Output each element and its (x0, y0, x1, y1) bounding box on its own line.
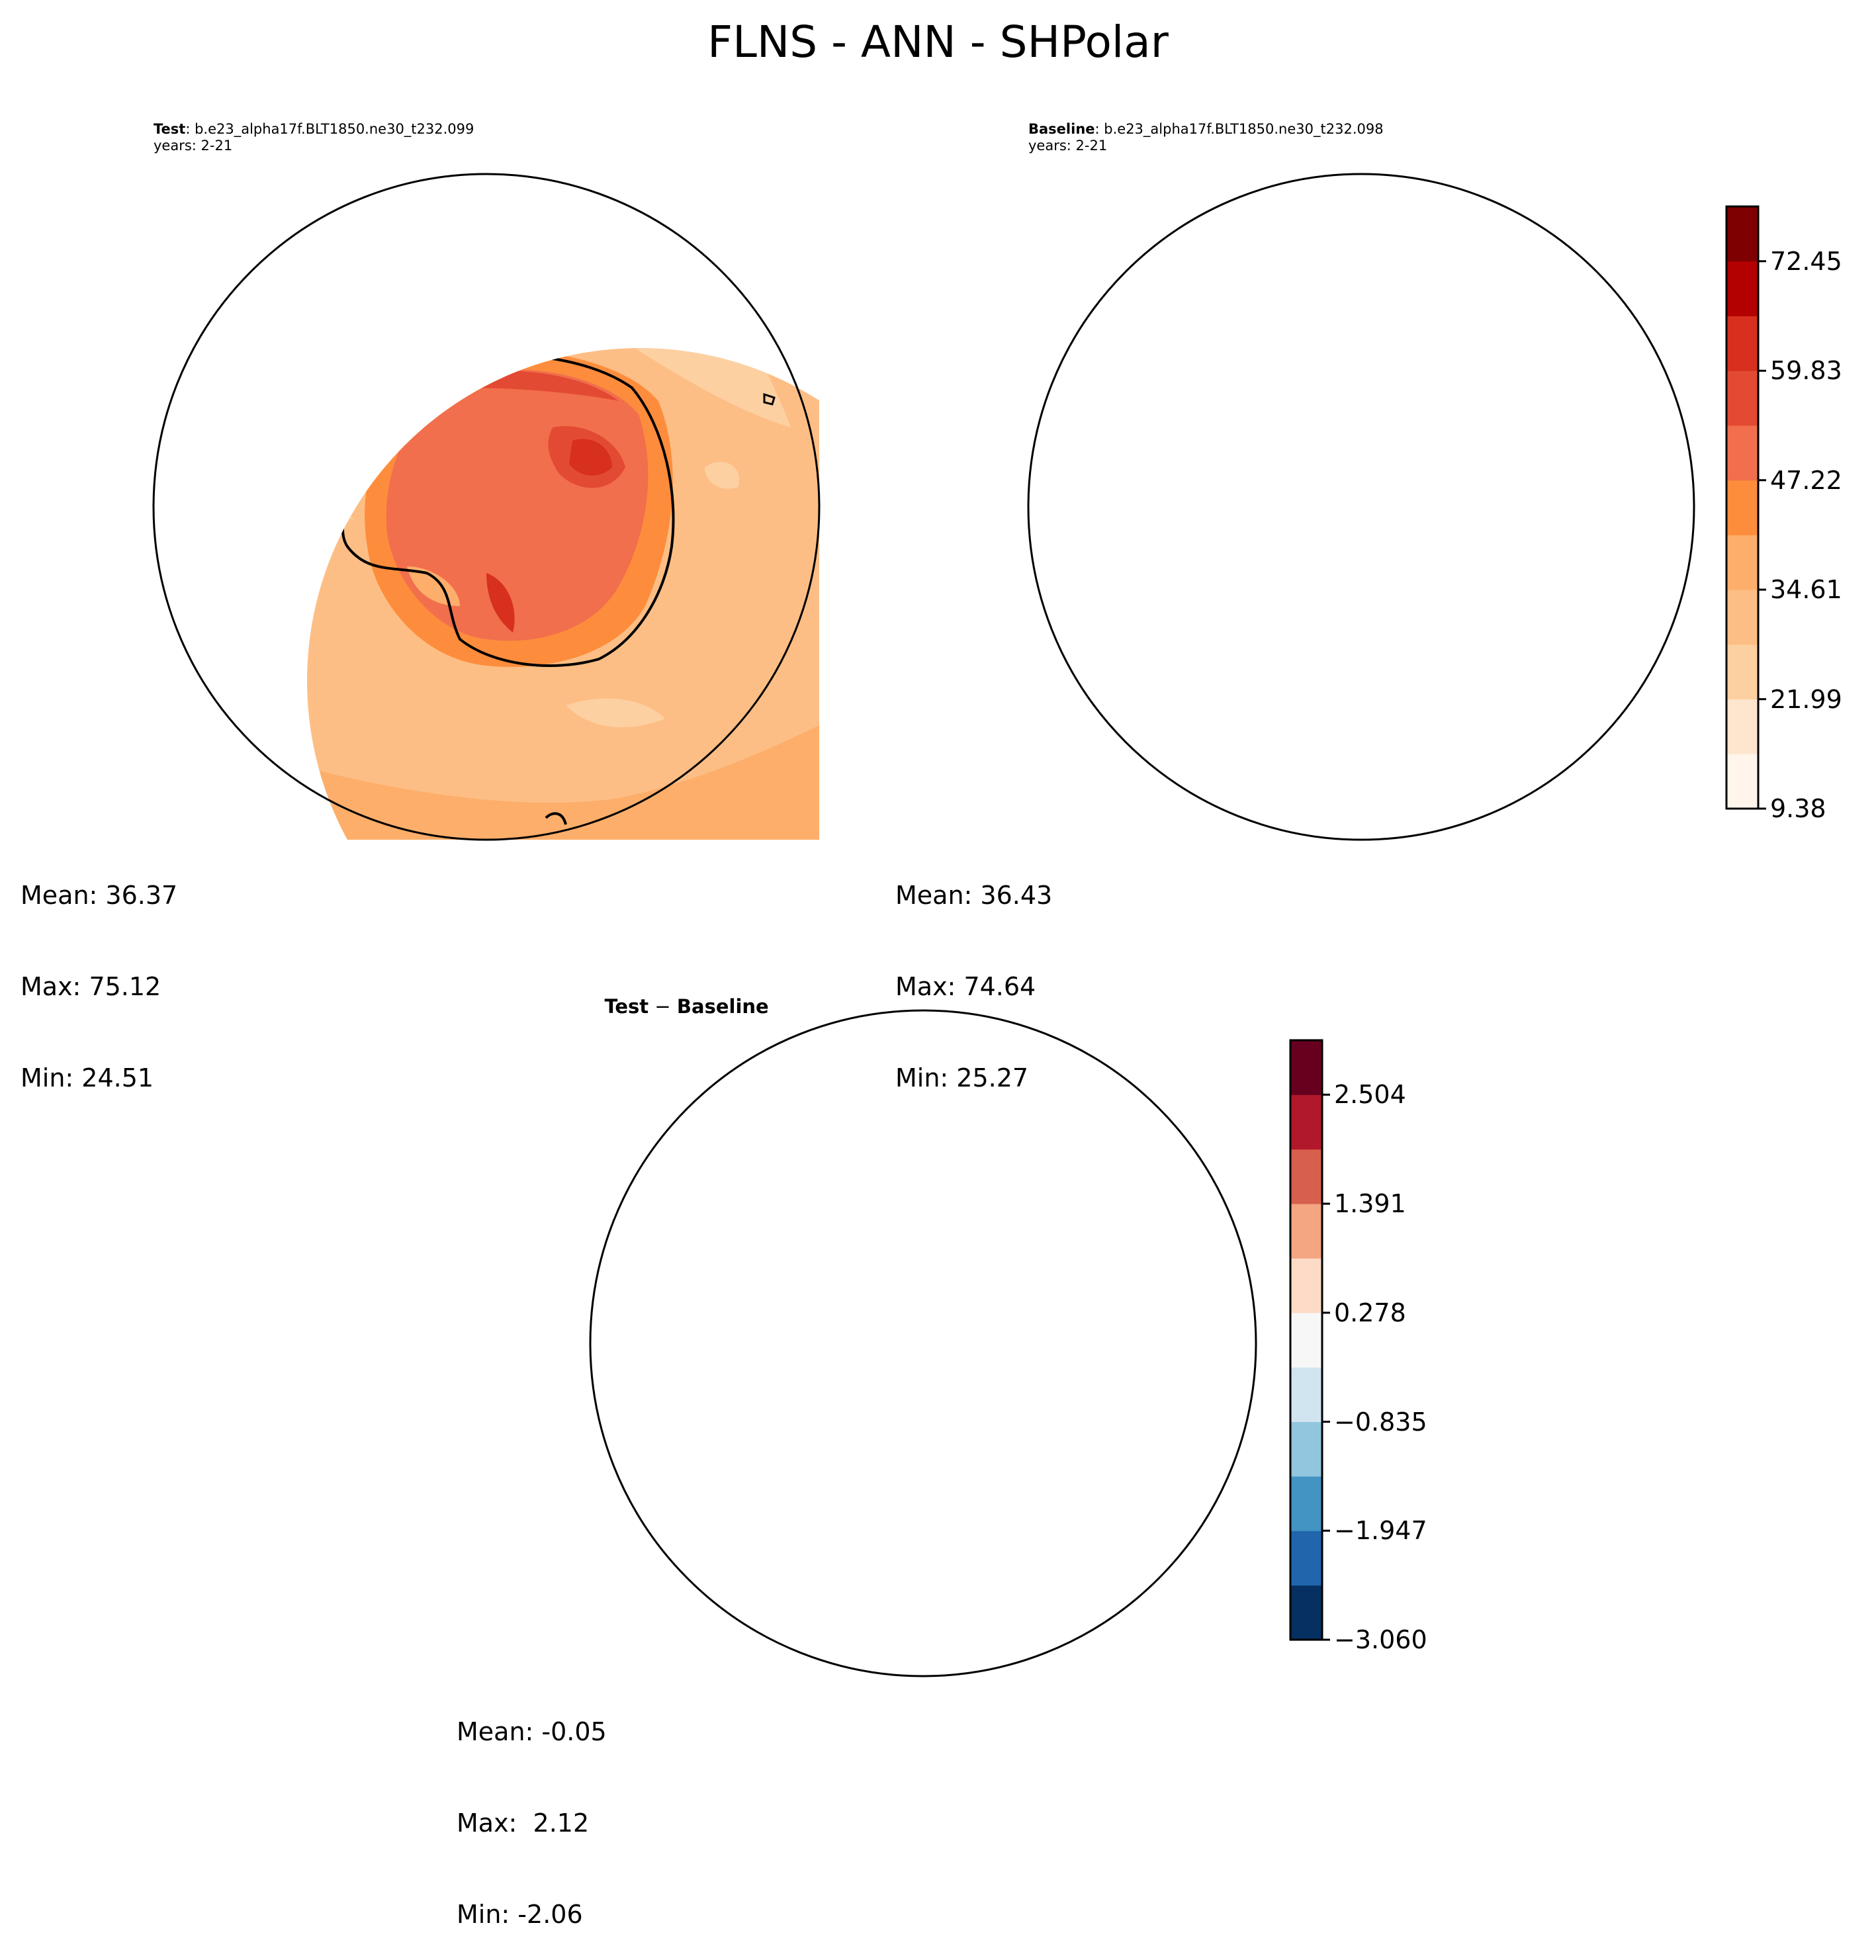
diff-colorbar-tick-label-3: 0.278 (1334, 1298, 1406, 1327)
diff-min: Min: -2.06 (457, 1900, 583, 1929)
baseline-min: Min: 25.27 (895, 1063, 1029, 1092)
diff-label-bold2: Baseline (676, 995, 769, 1018)
figure-canvas (152, 173, 1766, 1677)
diff-colorbar-level-3 (1290, 1421, 1322, 1477)
baseline-colorbar-tick-label-4: 59.83 (1770, 356, 1842, 386)
baseline-years: years: 2-21 (1028, 138, 1108, 154)
baseline-colorbar-level-1 (1726, 699, 1758, 754)
diff-map (589, 1009, 1257, 1677)
figure-title: FLNS - ANN - SHPolar (707, 17, 1169, 67)
baseline-map (1027, 173, 1695, 841)
baseline-colorbar-tick-label-2: 34.61 (1770, 575, 1842, 605)
diff-colorbar-level-4 (1290, 1367, 1322, 1423)
diff-label-text: − (648, 995, 677, 1018)
test-label-bold: Test (154, 121, 186, 137)
test-map (152, 173, 821, 841)
baseline-colorbar-level-5 (1726, 480, 1758, 535)
diff-colorbar-tick-label-4: 1.391 (1334, 1189, 1406, 1219)
baseline-colorbar-level-7 (1726, 371, 1758, 426)
diff-colorbar-level-8 (1290, 1149, 1322, 1204)
baseline-colorbar-level-0 (1726, 754, 1758, 809)
baseline-colorbar-tick-label-5: 72.45 (1770, 246, 1842, 276)
baseline-max: Max: 74.64 (895, 972, 1036, 1001)
test-label-text: : b.e23_alpha17f.BLT1850.ne30_t232.099 (185, 121, 474, 137)
test-panel-title: Test: b.e23_alpha17f.BLT1850.ne30_t232.0… (154, 120, 474, 138)
test-years: years: 2-21 (154, 138, 233, 154)
diff-max: Max: 2.12 (457, 1808, 590, 1838)
baseline-colorbar-tick-label-0: 9.38 (1770, 794, 1826, 823)
baseline-colorbar-tick-label-1: 21.99 (1770, 684, 1842, 714)
diff-colorbar-tick-label-5: 2.504 (1334, 1080, 1406, 1110)
diff-colorbar-tick-label-2: −0.835 (1334, 1407, 1427, 1437)
diff-colorbar-frame (1289, 1039, 1323, 1641)
baseline-colorbar-level-2 (1726, 644, 1758, 700)
baseline-colorbar-level-10 (1726, 206, 1758, 262)
diff-colorbar-tick-label-0: −3.060 (1334, 1625, 1427, 1654)
baseline-colorbar-level-9 (1726, 261, 1758, 316)
diff-mean: Mean: -0.05 (457, 1717, 607, 1746)
baseline-colorbar-level-8 (1726, 316, 1758, 371)
baseline-mean: Mean: 36.43 (895, 881, 1053, 910)
diff-colorbar-level-7 (1290, 1204, 1322, 1259)
diff-panel-title: Test − Baseline (592, 973, 769, 1018)
diff-colorbar (1289, 1039, 1330, 1641)
test-max: Max: 75.12 (21, 972, 161, 1001)
baseline-colorbar-frame (1725, 205, 1760, 810)
test-min: Min: 24.51 (21, 1063, 154, 1092)
baseline-colorbar-level-3 (1726, 590, 1758, 645)
diff-colorbar-level-6 (1290, 1258, 1322, 1314)
diff-stats: Mean: -0.05 Max: 2.12 Min: -2.06 (457, 1656, 607, 1960)
test-mean: Mean: 36.37 (21, 881, 178, 910)
diff-colorbar-level-9 (1290, 1094, 1322, 1150)
baseline-colorbar-tick-label-3: 47.22 (1770, 465, 1842, 495)
diff-label-bold: Test (604, 995, 649, 1018)
baseline-panel-title: Baseline: b.e23_alpha17f.BLT1850.ne30_t2… (1028, 120, 1384, 138)
diff-colorbar-level-1 (1290, 1531, 1322, 1586)
baseline-colorbar-level-4 (1726, 535, 1758, 590)
baseline-colorbar-level-6 (1726, 425, 1758, 481)
diff-colorbar-tick-label-1: −1.947 (1334, 1516, 1427, 1546)
test-stats: Mean: 36.37 Max: 75.12 Min: 24.51 (21, 819, 177, 1124)
baseline-label-text: : b.e23_alpha17f.BLT1850.ne30_t232.098 (1094, 121, 1384, 137)
diff-colorbar-level-0 (1290, 1585, 1322, 1640)
diff-colorbar-level-2 (1290, 1476, 1322, 1531)
diff-colorbar-level-5 (1290, 1312, 1322, 1368)
diff-colorbar-level-10 (1290, 1040, 1322, 1095)
baseline-stats: Mean: 36.43 Max: 74.64 Min: 25.27 (895, 819, 1052, 1124)
baseline-colorbar (1725, 205, 1766, 810)
baseline-label-bold: Baseline (1028, 121, 1095, 137)
